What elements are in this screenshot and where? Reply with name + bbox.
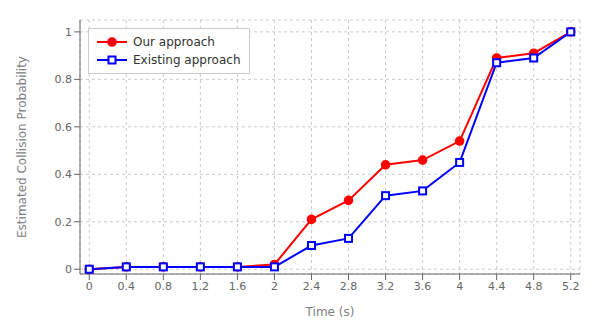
svg-text:0.2: 0.2	[55, 216, 73, 229]
svg-text:Estimated Collision Probabilit: Estimated Collision Probability	[15, 56, 29, 238]
svg-text:0.6: 0.6	[55, 121, 73, 134]
html-text:Our approach: Our approach	[133, 35, 215, 49]
html-text:Existing approach: Existing approach	[133, 53, 241, 67]
svg-text:4.4: 4.4	[488, 280, 506, 293]
svg-text:5.2: 5.2	[562, 280, 580, 293]
svg-text:0.4: 0.4	[118, 280, 136, 293]
svg-text:1.2: 1.2	[192, 280, 210, 293]
svg-text:0.8: 0.8	[155, 280, 173, 293]
svg-text:3.6: 3.6	[414, 280, 432, 293]
svg-text:2.4: 2.4	[303, 280, 321, 293]
svg-text:4.8: 4.8	[525, 280, 543, 293]
svg-text:Time (s): Time (s)	[305, 305, 355, 319]
svg-text:1.6: 1.6	[229, 280, 247, 293]
svg-text:3.2: 3.2	[377, 280, 395, 293]
svg-text:1: 1	[65, 26, 72, 39]
svg-text:0.8: 0.8	[55, 73, 73, 86]
svg-text:0: 0	[86, 280, 93, 293]
svg-text:2: 2	[271, 280, 278, 293]
svg-text:0: 0	[65, 263, 72, 276]
svg-text:4: 4	[456, 280, 463, 293]
svg-text:2.8: 2.8	[340, 280, 358, 293]
svg-text:0.4: 0.4	[55, 168, 73, 181]
